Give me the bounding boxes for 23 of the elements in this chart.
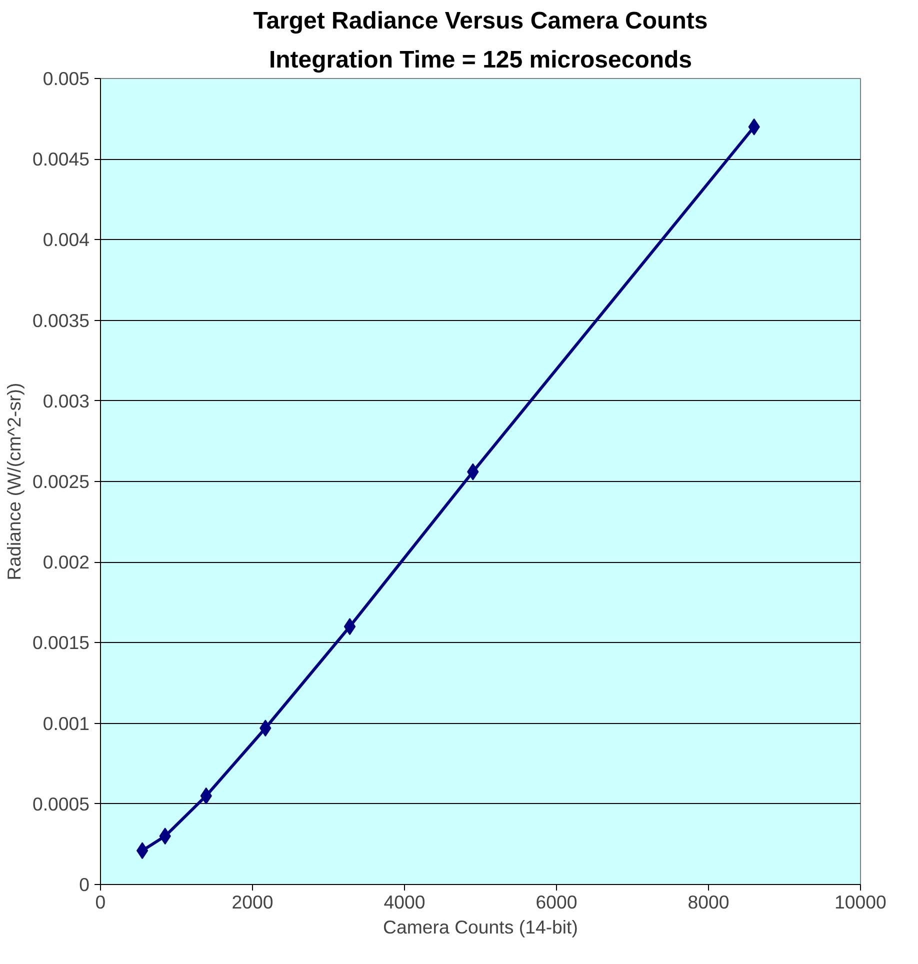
chart-title: Target Radiance Versus Camera Counts: [253, 8, 708, 34]
x-tick-label: 2000: [232, 892, 274, 912]
chart-subtitle: Integration Time = 125 microseconds: [268, 46, 692, 74]
y-tick-label: 0.002: [42, 552, 90, 573]
y-tick-label: 0.001: [42, 712, 90, 734]
y-tick-label: 0.0045: [32, 148, 90, 170]
x-tick-label: 8000: [688, 892, 730, 912]
y-tick-label: 0.004: [42, 229, 90, 250]
y-tick-label: 0.003: [42, 390, 90, 412]
y-tick-label: 0: [79, 874, 90, 895]
y-tick-label: 0.005: [42, 68, 90, 89]
x-tick-label: 0: [95, 892, 106, 912]
x-tick-label: 6000: [536, 892, 578, 912]
y-tick-label: 0.0015: [32, 632, 90, 654]
point: [136, 842, 148, 860]
y-tick-label: 0.0035: [32, 310, 90, 331]
y-tick-label: 0.0005: [32, 793, 90, 814]
x-tick-label: 4000: [384, 892, 426, 912]
y-tick-label: 0.0025: [32, 471, 90, 492]
x-tick-label: 10000: [834, 892, 886, 912]
y-axis-title: Radiance (W/(cm^2-sr)): [3, 382, 24, 580]
point: [344, 618, 356, 636]
x-axis-title: Camera Counts (14-bit): [383, 916, 578, 938]
